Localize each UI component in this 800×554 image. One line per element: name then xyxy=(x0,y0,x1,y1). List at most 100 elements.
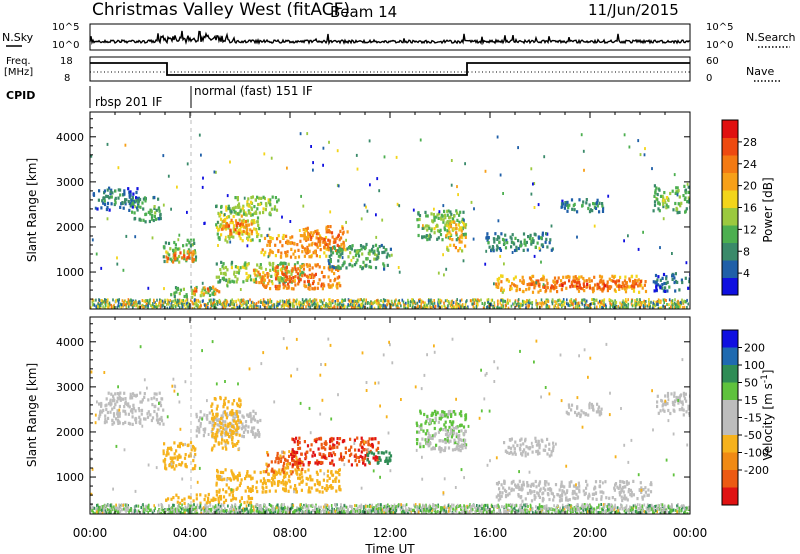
rti-cell xyxy=(182,301,184,305)
rti-cell xyxy=(334,300,336,303)
rti-cell xyxy=(494,232,497,236)
rti-cell xyxy=(444,440,447,445)
rti-cell xyxy=(187,248,190,252)
rti-cell xyxy=(194,464,197,468)
rti-cell xyxy=(182,287,185,291)
rti-cell xyxy=(222,224,225,228)
rti-cell xyxy=(220,416,223,421)
rti-cell xyxy=(237,205,240,209)
rti-cell xyxy=(269,211,272,215)
rti-cell xyxy=(518,287,521,292)
rti-cell xyxy=(190,298,192,302)
rti-cell xyxy=(360,303,363,307)
rti-cell xyxy=(631,299,633,303)
rti-cell xyxy=(434,418,437,422)
rti-cell xyxy=(132,407,136,411)
rti-cell xyxy=(249,304,251,308)
rti-cell xyxy=(582,276,585,281)
rti-cell xyxy=(121,201,124,205)
rti-cell xyxy=(676,186,679,190)
rti-cell xyxy=(244,428,247,432)
rti-cell xyxy=(216,412,219,417)
rti-cell xyxy=(143,417,146,421)
rti-cell xyxy=(361,455,364,460)
rti-cell xyxy=(440,299,443,303)
rti-cell xyxy=(561,199,564,203)
rti-cell xyxy=(239,403,242,407)
rti-cell xyxy=(514,275,517,279)
rti-cell xyxy=(344,451,347,455)
rti-cell xyxy=(199,422,202,426)
rti-cell xyxy=(255,302,258,306)
rti-cell xyxy=(274,460,277,464)
rti-cell xyxy=(173,304,175,307)
rti-cell xyxy=(208,411,211,415)
rti-cell xyxy=(229,421,232,425)
rti-cell xyxy=(580,275,583,279)
rti-cell xyxy=(338,437,342,441)
rti-cell xyxy=(262,210,265,215)
rti-cell xyxy=(134,235,137,239)
rti-cell xyxy=(390,299,393,303)
rti-cell xyxy=(222,272,225,276)
rti-cell xyxy=(677,189,680,193)
rti-cell xyxy=(334,479,337,483)
rti-cell xyxy=(120,303,123,307)
rti-cell xyxy=(629,285,632,289)
rti-cell xyxy=(448,216,451,220)
rti-cell xyxy=(174,256,177,261)
rti-cell xyxy=(224,219,227,223)
rti-cell xyxy=(446,439,449,443)
rti-cell xyxy=(315,470,318,474)
rti-cell xyxy=(345,220,347,224)
rti-cell xyxy=(658,202,661,206)
rti-cell xyxy=(236,442,239,446)
rti-cell xyxy=(293,487,296,491)
rti-cell xyxy=(377,441,380,445)
rti-cell xyxy=(575,298,577,302)
rti-cell xyxy=(514,483,517,487)
rti-cell xyxy=(309,490,312,494)
rti-cell xyxy=(564,492,567,496)
rti-cell xyxy=(229,435,232,439)
rti-cell xyxy=(421,437,424,441)
rti-cell xyxy=(232,430,235,434)
rti-cell xyxy=(336,286,339,290)
rti-cell xyxy=(168,462,171,467)
rti-cell xyxy=(217,300,219,304)
rti-cell xyxy=(431,305,433,309)
rti-cell xyxy=(599,278,602,283)
rti-cell xyxy=(329,246,332,250)
rti-cell xyxy=(344,298,347,302)
rti-cell xyxy=(386,252,389,256)
rti-cell xyxy=(537,283,540,287)
rti-cell xyxy=(303,299,306,303)
rti-cell xyxy=(622,283,625,287)
rti-cell xyxy=(295,471,298,475)
rti-cell xyxy=(402,300,405,304)
rti-cell xyxy=(154,301,156,305)
rti-cell xyxy=(315,254,318,258)
rti-cell xyxy=(238,218,241,222)
rti-cell xyxy=(135,196,138,200)
rti-cell xyxy=(316,286,319,290)
rti-cell xyxy=(554,300,556,304)
rti-cell xyxy=(240,300,243,304)
rti-cell xyxy=(236,266,239,270)
rti-cell xyxy=(432,213,435,217)
rti-cell xyxy=(671,305,674,309)
rti-cell xyxy=(380,451,383,455)
rti-cell xyxy=(239,237,242,241)
rti-cell xyxy=(654,273,658,278)
rti-cell xyxy=(447,220,450,224)
rti-cell xyxy=(139,418,142,422)
rti-cell xyxy=(291,302,294,306)
rti-cell xyxy=(153,304,155,308)
rti-cell xyxy=(622,496,625,500)
rti-cell xyxy=(574,303,577,307)
rti-cell xyxy=(524,243,527,247)
rti-cell xyxy=(418,299,421,303)
rti-cell xyxy=(239,499,242,503)
rti-cell xyxy=(398,306,400,309)
rti-cell xyxy=(116,298,119,302)
